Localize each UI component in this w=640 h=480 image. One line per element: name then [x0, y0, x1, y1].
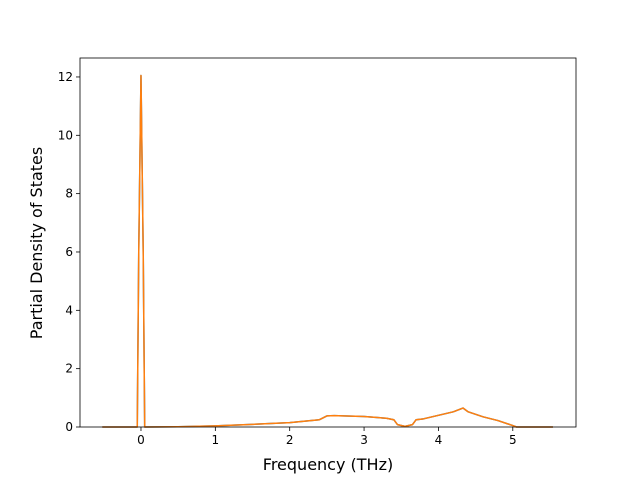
series-line: [102, 74, 553, 428]
x-axis-title: Frequency (THz): [263, 455, 393, 474]
x-tick-label: 4: [435, 433, 443, 447]
y-axis-title: Partial Density of States: [27, 147, 46, 339]
plot-frame: [79, 57, 577, 428]
y-tick-label: 6: [65, 245, 73, 259]
x-tick-label: 2: [286, 433, 294, 447]
y-tick-label: 8: [65, 187, 73, 201]
x-tick-label: 3: [360, 433, 368, 447]
x-tick-label: 1: [212, 433, 220, 447]
y-tick-label: 2: [65, 362, 73, 376]
y-tick-label: 4: [65, 303, 73, 317]
y-tick-label: 12: [58, 70, 73, 84]
series-line: [102, 74, 553, 428]
y-tick-label: 0: [65, 420, 73, 434]
x-tick-label: 0: [137, 433, 145, 447]
x-tick-label: 5: [509, 433, 517, 447]
y-tick-label: 10: [58, 128, 73, 142]
